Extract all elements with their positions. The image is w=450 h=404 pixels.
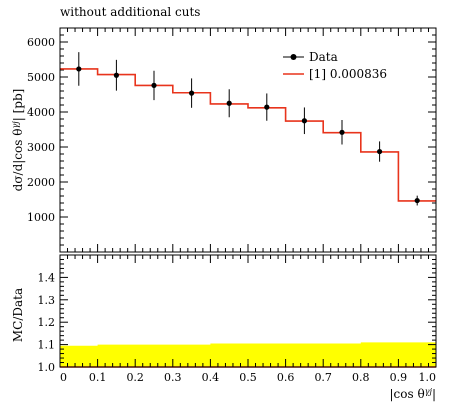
data-point [264, 104, 270, 110]
data-point [76, 66, 82, 72]
main-y-tick-label: 1000 [27, 211, 55, 224]
legend-data-marker [290, 54, 297, 60]
prediction-step-line [60, 68, 436, 202]
x-tick-label: 0.1 [89, 371, 107, 384]
x-tick-label: 0.8 [352, 371, 370, 384]
x-tick-label: 0.7 [314, 371, 332, 384]
data-point [414, 197, 420, 204]
legend-prediction-label: [1] 0.000836 [309, 67, 387, 81]
main-plot-area [60, 28, 436, 252]
ratio-frame [59, 254, 437, 368]
ratio-y-tick-label: 1.1 [38, 339, 56, 352]
data-point [151, 82, 157, 88]
ratio-x-axis: 0 0.1 0.2 0.3 0.4 0.5 0.6 0.7 0.8 0.9 1.0 [59, 255, 437, 384]
main-y-tick-label: 3000 [27, 141, 55, 154]
ratio-y-tick-label: 1.0 [38, 361, 56, 374]
main-panel: 1000 2000 3000 4000 5000 6000 dσ/d|cos θγj| [… [11, 27, 437, 253]
main-y-tick-label: 4000 [27, 106, 55, 119]
prediction-histogram [60, 68, 436, 202]
x-tick-label: 1.0 [419, 371, 437, 384]
main-y-tick-label: 2000 [27, 176, 55, 189]
x-tick-label: 0.3 [164, 371, 182, 384]
data-point [189, 90, 195, 96]
x-tick-label: 0.9 [390, 371, 408, 384]
data-point [377, 148, 383, 155]
ratio-band-fill [60, 342, 436, 367]
ratio-panel: 1.0 1.1 1.2 1.3 1.4 0 0.1 0.2 0.3 0.4 0.5 0.6 0.7 0.… [11, 254, 437, 402]
data-point [226, 100, 232, 106]
x-tick-label: 0.5 [239, 371, 257, 384]
chart-title: without additional cuts [60, 5, 200, 19]
x-tick-label: 0.6 [277, 371, 295, 384]
main-x-ticks [59, 28, 437, 252]
ratio-y-tick-label: 1.3 [38, 294, 56, 307]
data-points [76, 52, 420, 206]
x-tick-label: 0.4 [202, 371, 220, 384]
x-tick-label: 0 [60, 371, 67, 384]
data-point [339, 129, 345, 135]
legend: Data [1] 0.000836 [283, 50, 387, 81]
x-tick-label: 0.2 [126, 371, 144, 384]
ratio-y-tick-label: 1.4 [38, 271, 56, 284]
legend-data-label: Data [309, 50, 338, 64]
ratio-y-axis-label: MC/Data [11, 288, 25, 342]
ratio-uncertainty-band [60, 342, 436, 367]
main-frame [59, 27, 437, 253]
y-axis-label: dσ/d|cos θγj| [pb] [11, 89, 26, 192]
main-y-tick-label: 6000 [27, 36, 55, 49]
main-y-axis: 1000 2000 3000 4000 5000 6000 [27, 27, 436, 253]
main-y-tick-label: 5000 [27, 71, 55, 84]
x-axis-label: |cos θγj| [390, 387, 437, 402]
ratio-y-tick-label: 1.2 [38, 316, 56, 329]
data-point [301, 118, 307, 124]
data-point [113, 72, 119, 78]
